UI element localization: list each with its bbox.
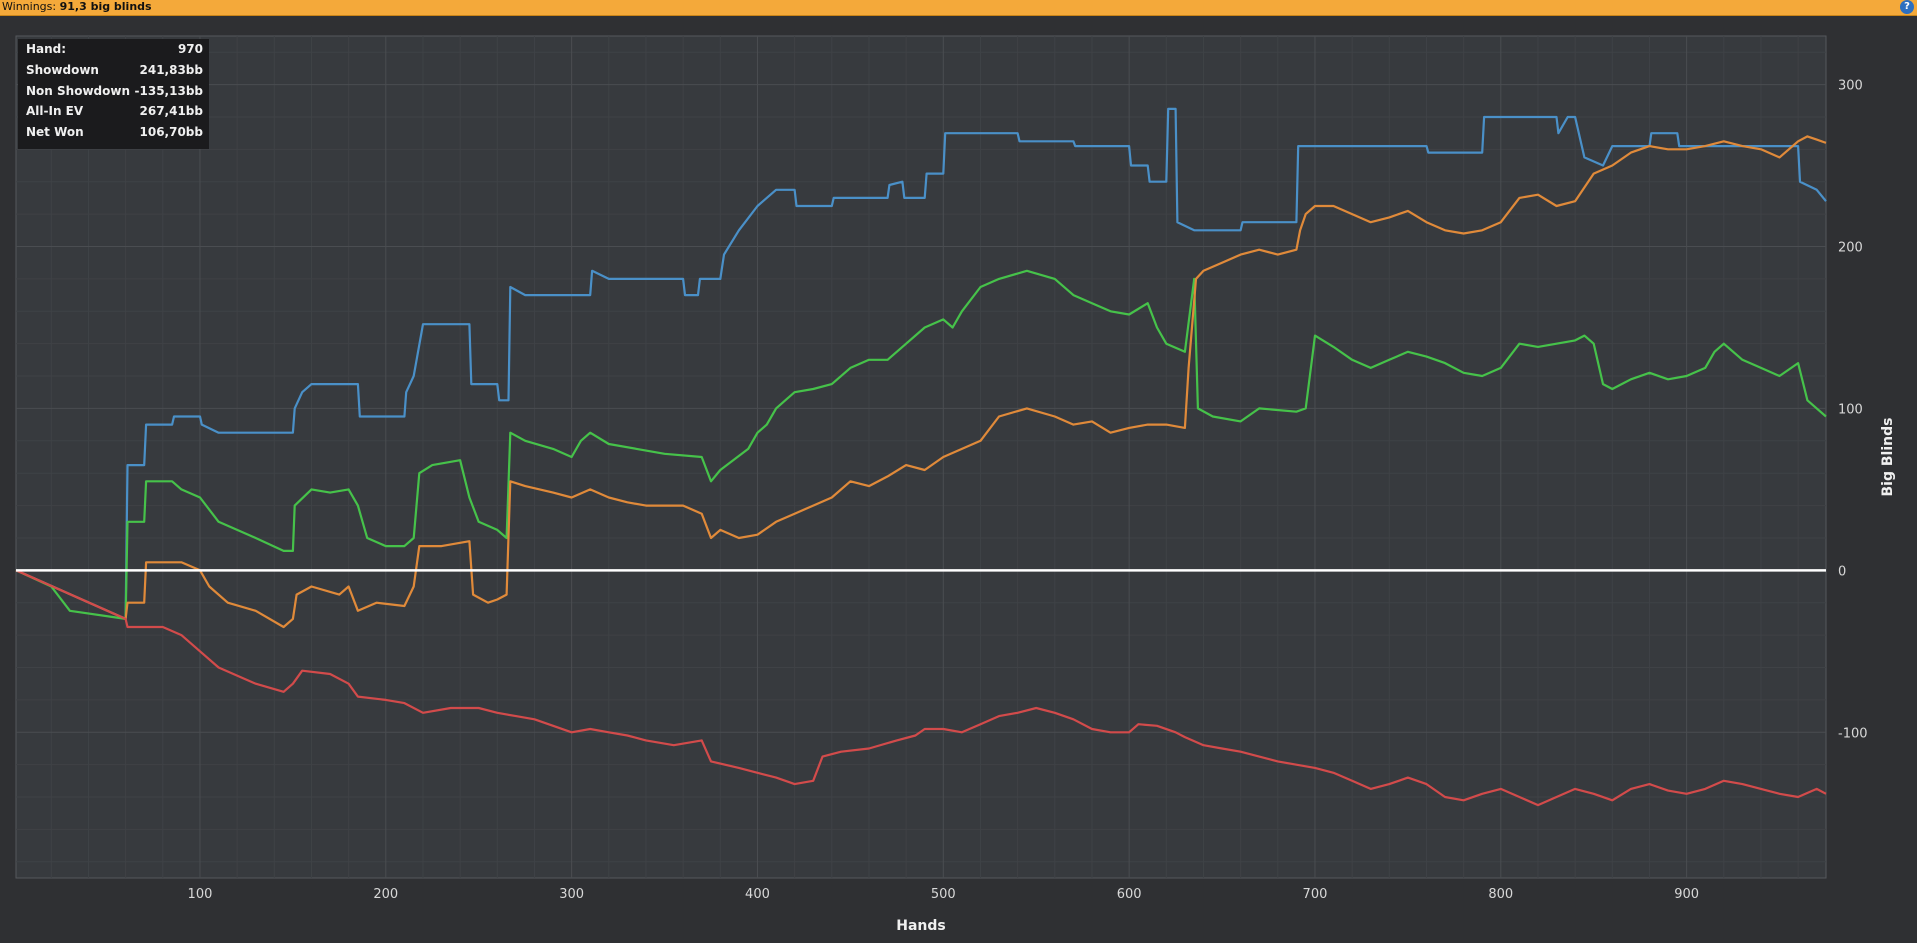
plot-area — [15, 35, 1827, 879]
y-axis-label: Big Blinds — [1880, 418, 1896, 497]
x-tick-label: 800 — [1488, 887, 1513, 902]
stat-value: -135,13bb — [134, 83, 203, 98]
stat-row-hand: Hand: 970 — [18, 39, 209, 60]
x-tick-label: 600 — [1117, 887, 1142, 902]
stat-key: All-In EV — [26, 104, 84, 119]
stat-value: 267,41bb — [139, 104, 204, 119]
stat-key: Non Showdown — [26, 83, 130, 98]
stat-value: 241,83bb — [139, 62, 204, 77]
winnings-value: 91,3 big blinds — [59, 0, 152, 13]
y-tick-label: 200 — [1838, 241, 1863, 256]
x-axis-label: Hands — [896, 918, 946, 934]
winnings-summary: Winnings: 91,3 big blinds — [2, 0, 152, 14]
y-tick-label: 300 — [1838, 79, 1863, 94]
x-tick-label: 100 — [188, 887, 213, 902]
x-tick-label: 300 — [559, 887, 584, 902]
stat-row-net-won: Net Won 106,70bb — [18, 122, 209, 143]
question-icon[interactable]: ? — [1900, 0, 1914, 14]
series-line-3 — [15, 135, 1827, 629]
minor-grid — [16, 36, 1826, 878]
stat-row-showdown: Showdown 241,83bb — [18, 60, 209, 81]
stat-key: Showdown — [26, 62, 99, 77]
title-bar: Winnings: 91,3 big blinds ? — [0, 0, 1917, 16]
y-tick-label: 100 — [1838, 402, 1863, 417]
winnings-label: Winnings: — [2, 0, 57, 13]
x-tick-label: 200 — [373, 887, 398, 902]
y-axis-ticks: 300 200 100 0 -100 — [1838, 79, 1868, 742]
x-tick-label: 900 — [1674, 887, 1699, 902]
x-tick-label: 400 — [745, 887, 770, 902]
x-tick-label: 700 — [1303, 887, 1328, 902]
series-line-2 — [15, 269, 1827, 620]
stat-row-all-in-ev: All-In EV 267,41bb — [18, 101, 209, 122]
stat-row-non-showdown: Non Showdown -135,13bb — [18, 81, 209, 102]
stat-key: Net Won — [26, 125, 84, 140]
y-tick-label: 0 — [1838, 564, 1846, 579]
series-line-4 — [15, 569, 1827, 807]
stat-key: Hand: — [26, 42, 67, 56]
series-layer — [15, 107, 1827, 807]
x-axis-ticks: 100 200 300 400 500 600 700 800 900 — [188, 887, 1699, 902]
winnings-chart: 100 200 300 400 500 600 700 800 900 300 200 100 0 -1… — [15, 35, 1896, 934]
stat-value: 970 — [177, 42, 203, 56]
stat-value: 106,70bb — [139, 125, 204, 140]
y-tick-label: -100 — [1838, 726, 1868, 741]
series-line-1 — [15, 107, 1827, 620]
x-tick-label: 500 — [931, 887, 956, 902]
stats-panel: Hand: 970 Showdown 241,83bb Non Showdown -1… — [18, 39, 209, 149]
